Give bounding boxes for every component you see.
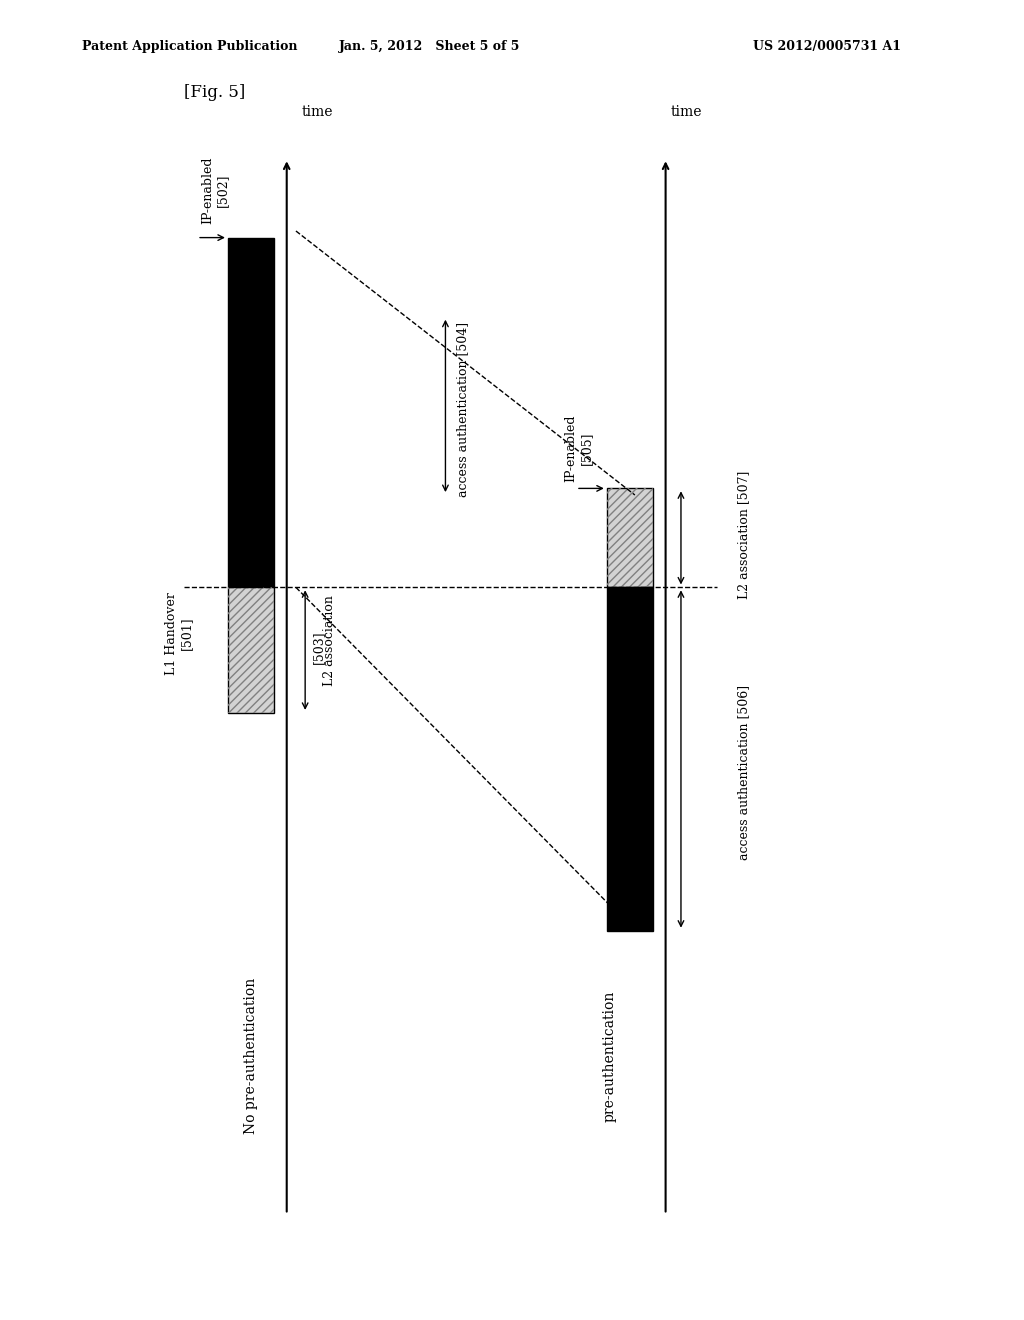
Text: pre-authentication: pre-authentication <box>602 990 616 1122</box>
FancyBboxPatch shape <box>606 587 653 931</box>
Text: time: time <box>302 104 334 119</box>
Text: access authentication [504]: access authentication [504] <box>456 322 469 496</box>
FancyBboxPatch shape <box>606 488 653 587</box>
Text: [503]: [503] <box>312 630 326 664</box>
Text: L2 association: L2 association <box>323 595 336 685</box>
FancyBboxPatch shape <box>227 587 274 713</box>
Text: IP-enabled
[505]: IP-enabled [505] <box>564 414 593 482</box>
Text: IP-enabled
[502]: IP-enabled [502] <box>201 157 229 224</box>
Text: access authentication [506]: access authentication [506] <box>737 685 751 859</box>
FancyBboxPatch shape <box>227 238 274 587</box>
Text: Patent Application Publication: Patent Application Publication <box>82 40 297 53</box>
Text: [Fig. 5]: [Fig. 5] <box>184 84 246 100</box>
Text: US 2012/0005731 A1: US 2012/0005731 A1 <box>753 40 901 53</box>
Text: L2 association [507]: L2 association [507] <box>737 470 751 599</box>
Text: time: time <box>671 104 702 119</box>
Text: Jan. 5, 2012   Sheet 5 of 5: Jan. 5, 2012 Sheet 5 of 5 <box>339 40 521 53</box>
Text: L1 Handover
[501]: L1 Handover [501] <box>165 593 194 675</box>
Text: No pre-authentication: No pre-authentication <box>244 978 258 1134</box>
